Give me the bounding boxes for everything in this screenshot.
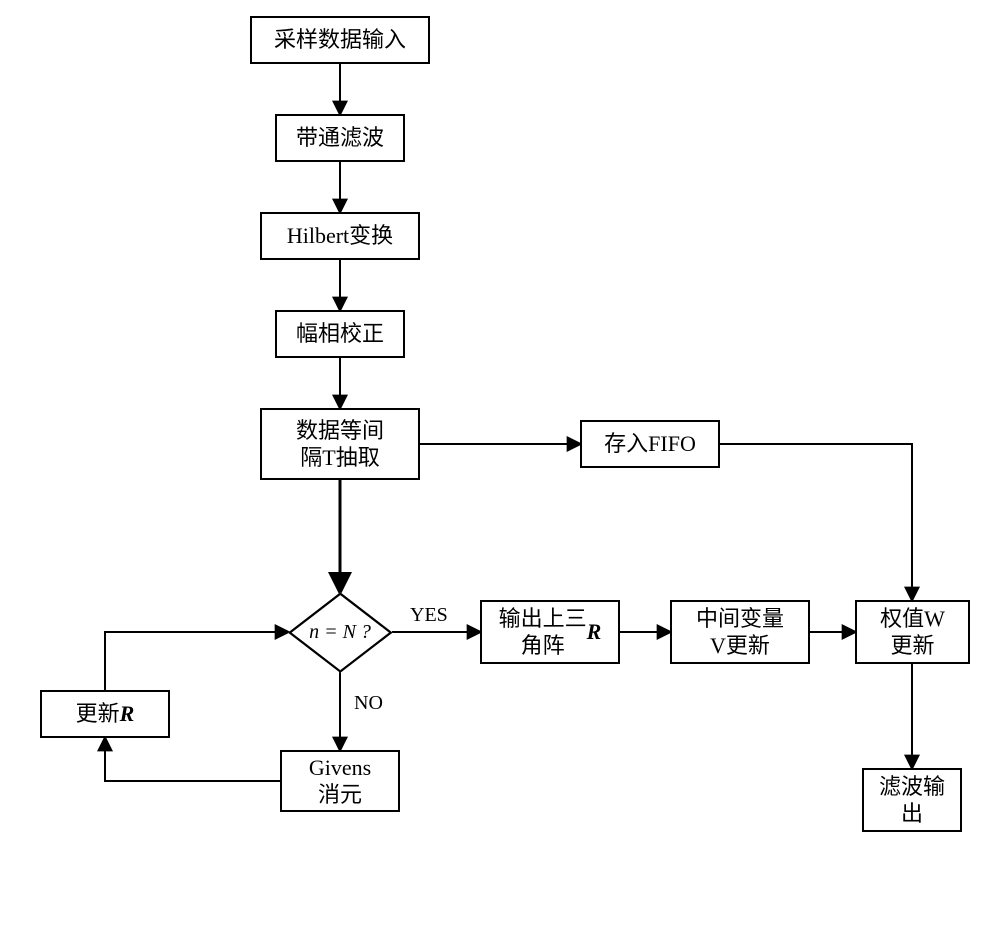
process-n5: 数据等间隔T抽取 bbox=[260, 408, 420, 480]
process-n7: 输出上三角阵R bbox=[480, 600, 620, 664]
process-n1: 采样数据输入 bbox=[250, 16, 430, 64]
edge-n11-d1 bbox=[105, 632, 288, 690]
decision-label: n = N ? bbox=[288, 592, 392, 672]
process-n9: 权值W更新 bbox=[855, 600, 970, 664]
process-n11: 更新R bbox=[40, 690, 170, 738]
process-n8: 中间变量V更新 bbox=[670, 600, 810, 664]
process-n6: 存入FIFO bbox=[580, 420, 720, 468]
arrows-layer bbox=[0, 0, 1000, 926]
edge-n10-n11 bbox=[105, 738, 280, 781]
decision-d1: n = N ? bbox=[288, 592, 392, 672]
process-n2: 带通滤波 bbox=[275, 114, 405, 162]
process-n10: Givens消元 bbox=[280, 750, 400, 812]
process-n3: Hilbert变换 bbox=[260, 212, 420, 260]
flowchart-canvas: 采样数据输入带通滤波 Hilbert变换幅相校正数据等间隔T抽取 存入FIFO n =… bbox=[0, 0, 1000, 926]
process-n12: 滤波输出 bbox=[862, 768, 962, 832]
process-n4: 幅相校正 bbox=[275, 310, 405, 358]
edge-n6-n9 bbox=[720, 444, 912, 600]
edge-label-yes: YES bbox=[408, 604, 450, 627]
edge-label-no: NO bbox=[352, 692, 385, 715]
